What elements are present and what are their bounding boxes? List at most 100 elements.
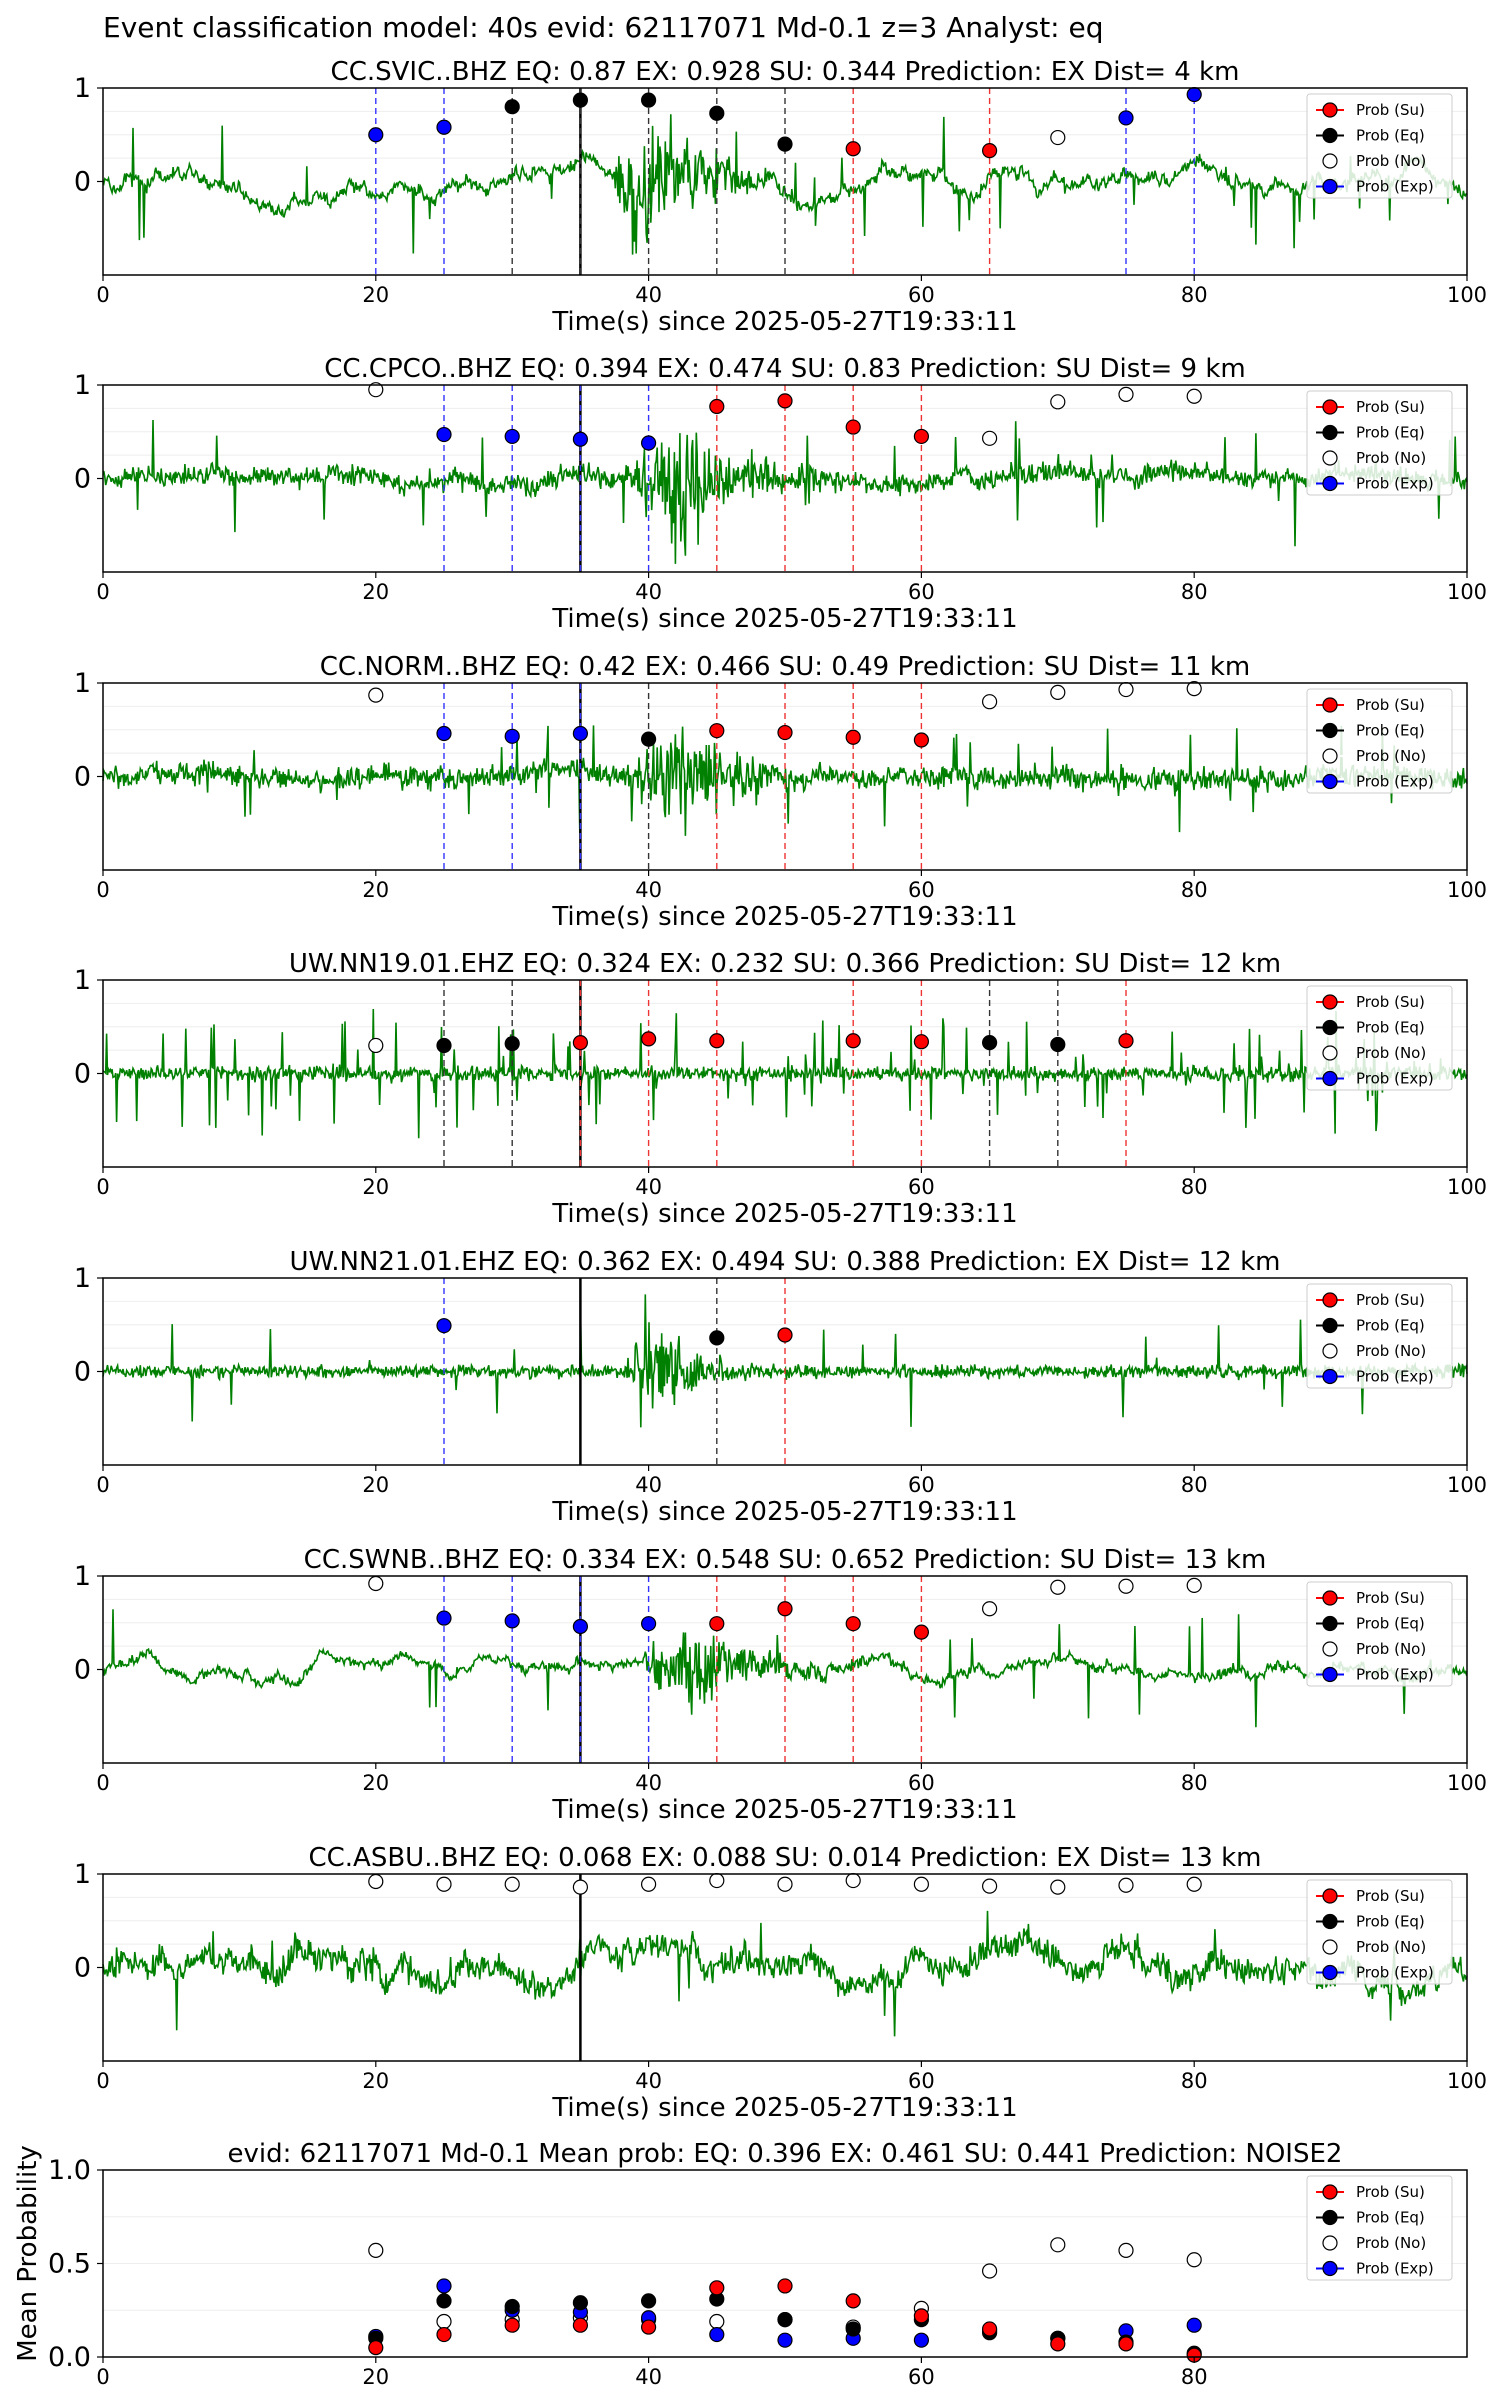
- mean-prob-point-no: [981, 2263, 998, 2279]
- mean-probability-panel: evid: 62117071 Md-0.1 Mean prob: EQ: 0.3…: [13, 2139, 1468, 2389]
- prob-point-eq: [436, 1037, 452, 1054]
- mean-prob-point-su: [845, 2293, 861, 2309]
- prob-point-exp: [572, 431, 589, 447]
- prob-point-no: [504, 1876, 520, 1892]
- panel-title: CC.CPCO..BHZ EQ: 0.394 EX: 0.474 SU: 0.8…: [324, 354, 1245, 384]
- panel-title: CC.SWNB..BHZ EQ: 0.334 EX: 0.548 SU: 0.6…: [304, 1545, 1267, 1575]
- x-tick-label: 0: [96, 2365, 109, 2389]
- prob-point-no: [1118, 1877, 1134, 1893]
- legend-label-eq: Prob (Eq): [1356, 127, 1425, 145]
- x-tick-label: 100: [1447, 283, 1487, 307]
- x-tick-label: 80: [1181, 1175, 1208, 1199]
- mean-prob-point-exp: [436, 2278, 452, 2294]
- mean-prob-point-su: [709, 2280, 725, 2296]
- legend-label-su: Prob (Su): [1356, 1589, 1425, 1607]
- legend-label-no: Prob (No): [1356, 2234, 1426, 2252]
- legend-frame: [1306, 1283, 1453, 1389]
- x-tick-label: 80: [1181, 2365, 1208, 2389]
- prob-point-eq: [981, 1035, 998, 1051]
- panel-title: UW.NN21.01.EHZ EQ: 0.362 EX: 0.494 SU: 0…: [290, 1247, 1281, 1277]
- x-tick-label: 40: [635, 580, 662, 604]
- prob-point-su: [845, 141, 861, 157]
- panel-title: UW.NN19.01.EHZ EQ: 0.324 EX: 0.232 SU: 0…: [289, 949, 1281, 979]
- legend-label-no: Prob (No): [1356, 1640, 1426, 1658]
- legend-label-exp: Prob (Exp): [1356, 2260, 1434, 2278]
- x-tick-label: 0: [96, 1175, 109, 1199]
- y-tick-label: 1: [74, 965, 91, 996]
- waveform-trace: [102, 1609, 1468, 1728]
- station-panel-4: UW.NN19.01.EHZ EQ: 0.324 EX: 0.232 SU: 0…: [74, 949, 1487, 1229]
- legend-marker-exp: [1322, 1368, 1338, 1385]
- mean-prob-point-su: [368, 2340, 384, 2356]
- x-tick-label: 20: [362, 878, 389, 902]
- mean-prob-point-no: [1050, 2237, 1066, 2253]
- legend-marker-exp: [1322, 1070, 1338, 1087]
- x-tick-label: 20: [362, 283, 389, 307]
- legend-frame: [1306, 985, 1453, 1091]
- prob-point-no: [1118, 681, 1134, 698]
- legend-label-eq: Prob (Eq): [1356, 2209, 1425, 2227]
- panel-title: CC.NORM..BHZ EQ: 0.42 EX: 0.466 SU: 0.49…: [320, 652, 1250, 682]
- y-tick-label: 1: [74, 1561, 91, 1592]
- legend-marker-eq: [1322, 127, 1338, 144]
- station-panel-1: CC.SVIC..BHZ EQ: 0.87 EX: 0.928 SU: 0.34…: [74, 57, 1487, 337]
- prob-point-no: [777, 1876, 793, 1892]
- prob-point-exp: [436, 426, 452, 443]
- legend-marker-no: [1322, 748, 1338, 764]
- prob-point-exp: [504, 728, 520, 744]
- legend-marker-eq: [1322, 1913, 1338, 1930]
- x-tick-label: 40: [635, 1771, 662, 1795]
- x-tick-label: 100: [1447, 1175, 1487, 1199]
- prob-point-exp: [436, 1610, 452, 1626]
- y-tick-label: 0: [74, 1655, 91, 1686]
- x-axis-label: Time(s) since 2025-05-27T19:33:11: [551, 1795, 1017, 1825]
- y-tick-label: 0: [74, 762, 91, 793]
- prob-point-no: [1050, 684, 1066, 700]
- y-tick-label: 1: [74, 370, 91, 401]
- x-tick-label: 40: [635, 1473, 662, 1497]
- figure-suptitle: Event classification model: 40s evid: 62…: [103, 11, 1104, 44]
- prob-point-su: [845, 1033, 861, 1049]
- prob-point-no: [1186, 1577, 1202, 1593]
- x-tick-label: 40: [635, 2069, 662, 2093]
- prob-point-su: [913, 732, 930, 748]
- x-tick-label: 20: [362, 1473, 389, 1497]
- y-tick-label: 0.0: [48, 2342, 91, 2373]
- prob-point-no: [1050, 394, 1066, 410]
- legend-marker-no: [1322, 153, 1338, 169]
- legend: Prob (Su) Prob (Eq) Prob (No) Prob (Exp): [1306, 1283, 1453, 1389]
- x-tick-label: 60: [908, 2069, 935, 2093]
- mean-prob-point-su: [777, 2278, 793, 2294]
- prob-point-no: [1050, 1579, 1066, 1595]
- prob-point-su: [845, 729, 861, 745]
- legend-label-exp: Prob (Exp): [1356, 773, 1434, 791]
- prob-point-no: [1050, 129, 1066, 146]
- prob-point-no: [1186, 1876, 1202, 1892]
- legend-marker-eq: [1322, 1019, 1338, 1036]
- prob-point-su: [709, 1033, 725, 1049]
- prob-point-su: [777, 1601, 793, 1617]
- legend-label-eq: Prob (Eq): [1356, 1913, 1425, 1931]
- mean-prob-point-no: [709, 2313, 725, 2330]
- x-tick-label: 80: [1181, 2069, 1208, 2093]
- x-tick-label: 60: [908, 1175, 935, 1199]
- legend-marker-su: [1322, 994, 1338, 1010]
- legend-label-su: Prob (Su): [1356, 1887, 1425, 1905]
- legend-label-su: Prob (Su): [1356, 101, 1425, 119]
- x-axis-label: Time(s) since 2025-05-27T19:33:11: [551, 902, 1017, 932]
- x-tick-label: 0: [96, 283, 109, 307]
- legend-marker-eq: [1322, 1615, 1338, 1632]
- mean-prob-point-su: [436, 2326, 452, 2343]
- legend-label-no: Prob (No): [1356, 1938, 1426, 1956]
- mean-prob-point-exp: [777, 2332, 793, 2348]
- x-axis-label: Time(s) since 2025-05-27T19:33:11: [551, 1199, 1017, 1229]
- mean-panel-title: evid: 62117071 Md-0.1 Mean prob: EQ: 0.3…: [228, 2139, 1343, 2169]
- prob-point-no: [368, 1873, 384, 1890]
- prob-point-eq: [709, 1330, 725, 1346]
- prob-point-su: [981, 143, 998, 159]
- legend-label-eq: Prob (Eq): [1356, 1615, 1425, 1633]
- prob-point-eq: [504, 1035, 520, 1052]
- y-tick-label: 0: [74, 464, 91, 495]
- x-tick-label: 0: [96, 878, 109, 902]
